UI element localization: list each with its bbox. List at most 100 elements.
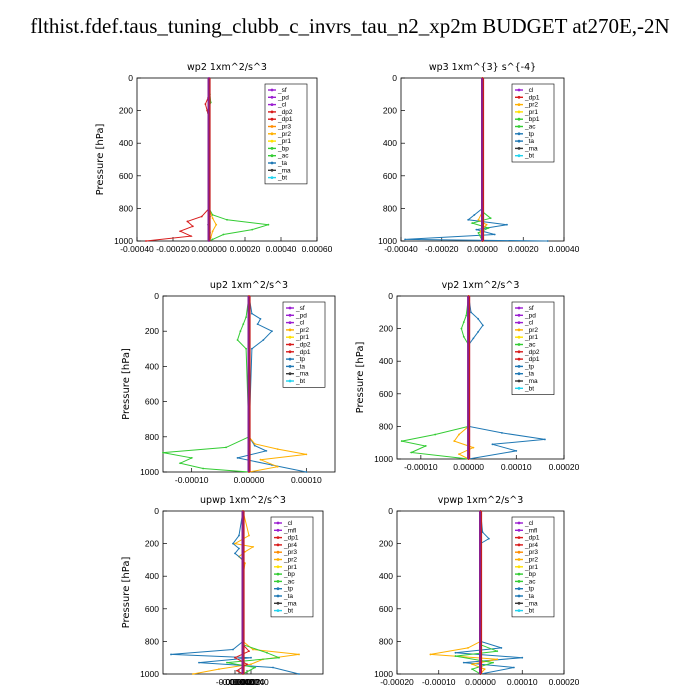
panel-title: wp3 1xm^{3} s^{-4} (429, 62, 536, 73)
series-point (496, 658, 499, 661)
series-point (266, 651, 268, 654)
y-tick-label: 1000 (378, 236, 397, 246)
x-tick-label: -0.000020 (220, 677, 259, 687)
x-tick-label: -0.00010 (422, 677, 456, 687)
x-tick-label: 0.00000 (465, 677, 496, 687)
legend-marker (288, 335, 292, 339)
legend-entry: _bt (524, 608, 534, 615)
legend-marker (276, 558, 280, 561)
x-tick-label: 0.00000 (234, 475, 265, 485)
legend-entry: _ma (277, 167, 291, 174)
series-point (453, 440, 456, 442)
series-point (236, 457, 239, 459)
legend-entry: _bp (524, 571, 536, 578)
legend-entry: _ma (283, 600, 297, 607)
legend-marker (517, 343, 521, 346)
legend-entry: _pr2 (283, 557, 297, 564)
legend-entry: _ta (295, 363, 305, 370)
legend-entry: _tp (524, 131, 534, 138)
y-tick-label: 200 (379, 539, 393, 549)
legend-entry: _dp1 (524, 535, 540, 542)
series-point (492, 661, 494, 664)
y-axis-label: Pressure [hPa] (121, 557, 132, 629)
legend-marker (517, 550, 521, 554)
legend-marker (517, 110, 521, 114)
legend-entry: _mfl (283, 527, 297, 534)
series-point (186, 220, 189, 223)
series-point (254, 666, 256, 669)
series-point (145, 240, 147, 242)
legend-marker (517, 594, 521, 598)
series-point (251, 228, 254, 231)
series-point (491, 443, 494, 446)
legend-entry: _pr4 (524, 542, 538, 549)
legend-marker (270, 125, 274, 128)
series-point (200, 215, 203, 218)
y-tick-label: 400 (383, 138, 397, 148)
series-point (218, 668, 220, 671)
chart-panel-6: vpwp 1xm^2/s^3 0 200 400 600 800 1000-0.00020-… (374, 495, 580, 687)
legend-entry: _pr2 (524, 327, 538, 334)
legend-entry: _ta (283, 593, 293, 600)
series-point (162, 451, 164, 454)
y-axis-label: Pressure [hPa] (95, 124, 106, 196)
series-point (259, 458, 262, 461)
legend-marker (517, 587, 521, 591)
x-tick-label: 0.00040 (549, 244, 580, 254)
legend-marker (517, 580, 521, 583)
legend-marker (517, 139, 521, 143)
legend-entry: _dp1 (524, 356, 540, 363)
series-point (434, 433, 437, 436)
y-tick-label: 400 (379, 356, 393, 366)
y-tick-label: 200 (379, 324, 393, 334)
series-point (458, 453, 460, 456)
series-point (481, 324, 484, 327)
y-tick-label: 600 (119, 171, 133, 181)
legend-marker (517, 132, 521, 136)
x-tick-label: -0.00020 (156, 244, 190, 254)
legend-entry: _pr2 (277, 131, 291, 138)
series-point (513, 666, 515, 669)
legend-entry: _cl (277, 102, 287, 109)
legend-entry: _bt (283, 608, 293, 615)
series-point (245, 316, 248, 319)
series-point (198, 661, 200, 664)
series-point (242, 323, 245, 326)
legend-entry: _dp1 (277, 116, 293, 123)
legend-marker (517, 103, 521, 106)
legend-entry: _bt (524, 385, 534, 392)
series-point (410, 451, 413, 454)
legend-marker (288, 306, 292, 310)
x-tick-label: 0.00000 (453, 462, 484, 472)
legend-marker (517, 565, 521, 569)
y-tick-label: 800 (383, 203, 397, 213)
y-tick-label: 600 (145, 604, 159, 614)
x-tick-label: 0.00020 (230, 244, 261, 254)
legend-marker (270, 139, 274, 143)
legend-marker (288, 379, 292, 383)
y-tick-label: 400 (379, 571, 393, 581)
x-tick-label: 0.000000 (225, 677, 261, 687)
legend-marker (517, 117, 521, 121)
legend-entry: _dp1 (283, 535, 299, 542)
legend-marker (517, 372, 521, 376)
legend-marker (517, 521, 521, 525)
legend-marker (517, 601, 521, 605)
x-tick-label: 0.00060 (302, 244, 333, 254)
x-tick-label: 0.00020 (549, 462, 580, 472)
series-point (202, 467, 205, 470)
legend-entry: _pr1 (524, 109, 538, 116)
legend-marker (276, 550, 280, 554)
legend-marker (276, 601, 280, 605)
series-point (250, 347, 253, 350)
legend-marker (270, 95, 274, 99)
y-tick-label: 400 (119, 138, 133, 148)
legend-marker (517, 328, 521, 332)
y-tick-label: 1000 (140, 467, 159, 477)
series-point (500, 647, 503, 649)
y-tick-label: 600 (379, 604, 393, 614)
y-tick-label: 0 (392, 73, 397, 83)
legend-entry: _pr2 (524, 102, 538, 109)
chart-panel-1: wp2 1xm^2/s^3 Pressure [hPa] 0 200 400 600 800… (95, 62, 333, 254)
series-point (454, 651, 457, 654)
